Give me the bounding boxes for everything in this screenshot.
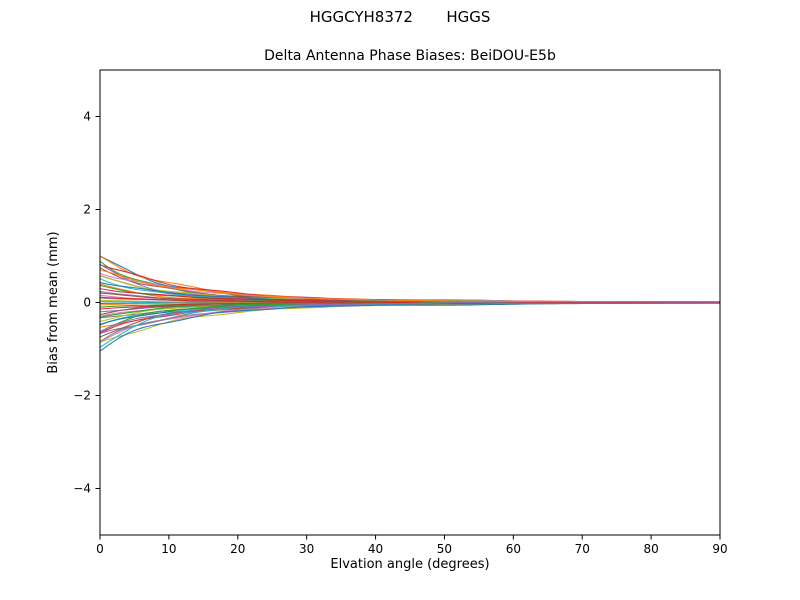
chart-title: Delta Antenna Phase Biases: BeiDOU-E5b: [264, 48, 556, 64]
x-tick-label: 60: [506, 542, 521, 556]
y-tick-label: −2: [73, 389, 91, 403]
x-tick-label: 80: [643, 542, 658, 556]
x-axis-ticks: 0 10 20 30 40 50 60 70 80 90: [96, 535, 728, 556]
y-tick-label: 2: [83, 203, 91, 217]
y-tick-label: 0: [83, 296, 91, 310]
y-tick-label: −4: [73, 482, 91, 496]
x-tick-label: 20: [230, 542, 245, 556]
series-line-s07: [99, 272, 721, 303]
series-lines: [99, 255, 721, 352]
series-line-s45: [99, 302, 721, 333]
figure-title: HGGCYH8372 HGGS: [309, 8, 491, 26]
x-tick-label: 40: [368, 542, 383, 556]
y-tick-label: 4: [83, 110, 91, 124]
x-tick-label: 10: [161, 542, 176, 556]
x-tick-label: 70: [575, 542, 590, 556]
series-line-s44: [99, 296, 720, 305]
series-line-s42: [99, 269, 721, 303]
x-axis-label: Elvation angle (degrees): [330, 557, 489, 572]
y-axis-ticks: −4 −2 0 2 4: [73, 110, 100, 496]
x-tick-label: 30: [299, 542, 314, 556]
x-tick-label: 0: [96, 542, 104, 556]
x-tick-label: 50: [437, 542, 452, 556]
y-axis-label: Bias from mean (mm): [46, 231, 61, 373]
x-tick-label: 90: [712, 542, 727, 556]
